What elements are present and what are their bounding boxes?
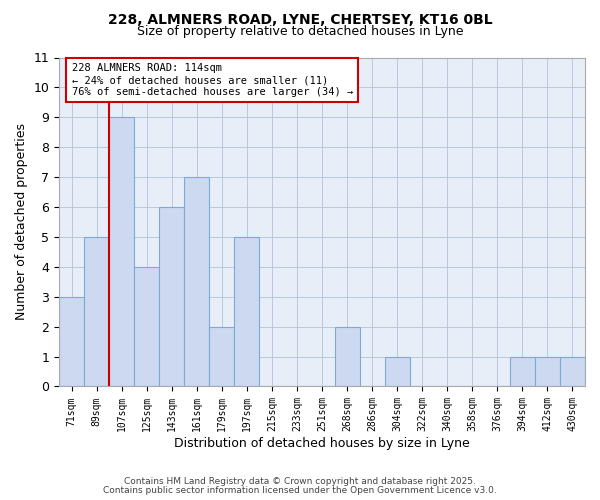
Bar: [84, 237, 109, 386]
Y-axis label: Number of detached properties: Number of detached properties: [15, 124, 28, 320]
Bar: [184, 177, 209, 386]
Bar: [134, 267, 160, 386]
Text: Contains public sector information licensed under the Open Government Licence v3: Contains public sector information licen…: [103, 486, 497, 495]
Bar: [109, 118, 134, 386]
Bar: [235, 237, 259, 386]
Bar: [560, 356, 585, 386]
Bar: [510, 356, 535, 386]
Bar: [160, 207, 184, 386]
Bar: [209, 326, 235, 386]
Bar: [59, 297, 84, 386]
Bar: [335, 326, 359, 386]
Bar: [385, 356, 410, 386]
X-axis label: Distribution of detached houses by size in Lyne: Distribution of detached houses by size …: [174, 437, 470, 450]
Text: 228 ALMNERS ROAD: 114sqm
← 24% of detached houses are smaller (11)
76% of semi-d: 228 ALMNERS ROAD: 114sqm ← 24% of detach…: [71, 64, 353, 96]
Text: 228, ALMNERS ROAD, LYNE, CHERTSEY, KT16 0BL: 228, ALMNERS ROAD, LYNE, CHERTSEY, KT16 …: [107, 12, 493, 26]
Text: Contains HM Land Registry data © Crown copyright and database right 2025.: Contains HM Land Registry data © Crown c…: [124, 477, 476, 486]
Bar: [535, 356, 560, 386]
Text: Size of property relative to detached houses in Lyne: Size of property relative to detached ho…: [137, 25, 463, 38]
